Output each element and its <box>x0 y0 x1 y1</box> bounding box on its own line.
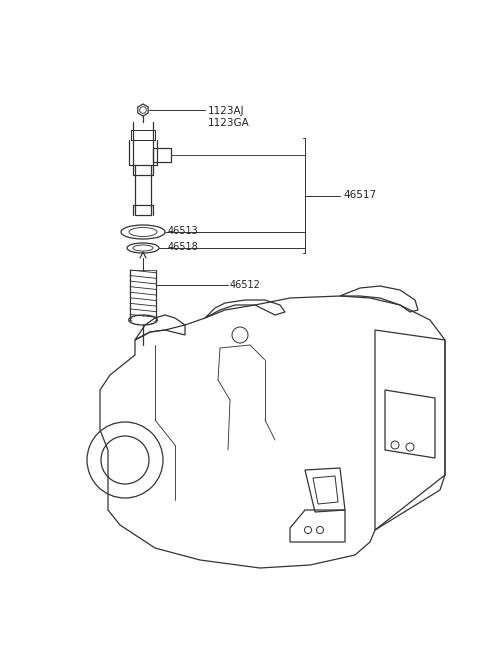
Text: 46517: 46517 <box>343 191 376 200</box>
Text: 46512: 46512 <box>230 280 261 290</box>
Text: 46513: 46513 <box>168 226 199 236</box>
Text: 46518: 46518 <box>168 242 199 252</box>
Text: 1123AJ
1123GA: 1123AJ 1123GA <box>208 106 250 128</box>
